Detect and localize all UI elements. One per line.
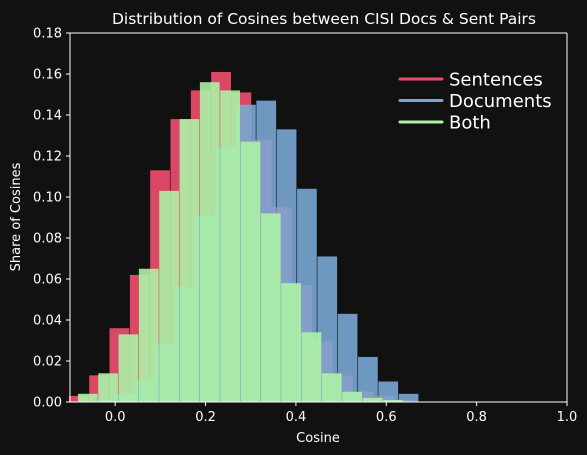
bar-both-8 (240, 141, 261, 402)
bar-both-5 (179, 119, 200, 402)
y-tick-label: 0.12 (33, 150, 62, 165)
legend-label-documents: Documents (449, 91, 552, 112)
y-tick-label: 0.10 (33, 191, 62, 206)
bar-both-7 (220, 90, 240, 403)
legend-label-both: Both (449, 113, 491, 134)
bars-layer (68, 71, 419, 403)
ticks-layer: 0.0 0.2 0.4 0.6 0.8 1.0 0.00 0.02 0.04 0.06 0.08 0.… (33, 27, 577, 426)
y-tick-label: 0.16 (33, 68, 62, 83)
axes-layer (69, 32, 568, 403)
bar-both-15 (382, 399, 403, 402)
legend-entry-sentences: Sentences (398, 70, 543, 91)
chart-title: Distribution of Cosines between CISI Doc… (112, 10, 536, 28)
bar-both-10 (281, 283, 301, 402)
y-tick-label: 0.08 (33, 232, 62, 247)
bar-documents-14 (358, 356, 378, 402)
x-tick-label: 0.4 (286, 410, 307, 425)
x-tick-label: 0.0 (105, 410, 126, 425)
y-tick-label: 0.00 (33, 396, 62, 411)
y-tick-label: 0.06 (33, 273, 62, 288)
series-both (77, 82, 403, 403)
y-tick-label: 0.14 (33, 109, 62, 124)
bar-both-6 (199, 82, 220, 402)
bar-documents-12 (317, 256, 338, 402)
x-axis-title: Cosine (296, 431, 340, 446)
x-tick-label: 0.8 (466, 410, 487, 425)
y-tick-label: 0.02 (33, 355, 62, 370)
bar-both-9 (260, 213, 281, 402)
legend-entry-both: Both (398, 113, 491, 134)
bar-both-0 (77, 393, 98, 402)
bar-both-11 (301, 332, 322, 402)
bar-both-13 (342, 391, 362, 402)
bar-documents-13 (337, 313, 358, 402)
y-tick-label: 0.04 (33, 314, 62, 329)
y-axis-title: Share of Cosines (9, 162, 24, 271)
x-tick-label: 1.0 (557, 410, 578, 425)
legend-label-sentences: Sentences (449, 70, 543, 91)
legend-entry-documents: Documents (398, 91, 552, 112)
x-tick-label: 0.2 (195, 410, 216, 425)
bar-both-14 (362, 397, 383, 402)
bar-documents-15 (378, 381, 399, 402)
bar-both-2 (118, 334, 139, 402)
bar-documents-16 (398, 393, 419, 402)
y-tick-label: 0.18 (33, 27, 62, 42)
bar-both-1 (98, 373, 118, 402)
bar-both-12 (321, 373, 342, 402)
x-tick-label: 0.6 (376, 410, 397, 425)
bar-both-3 (138, 268, 159, 402)
bar-both-4 (159, 190, 179, 402)
